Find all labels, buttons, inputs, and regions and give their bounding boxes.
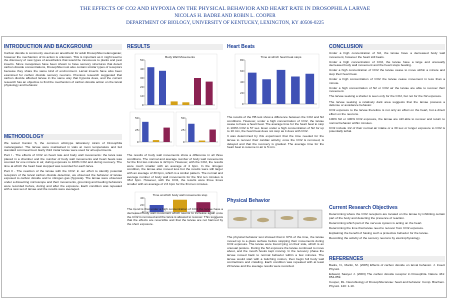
section-heading: METHODOLOGY — [4, 134, 122, 140]
list-item: Under a high concentration of CO2, the l… — [329, 59, 445, 68]
paragraph: It was determined by this experiment tha… — [227, 134, 324, 150]
list-item: Edward, Sawyer J. (2003) The carbon diox… — [329, 271, 445, 280]
behavior-photos — [227, 209, 323, 229]
authors: NICOLAS H. BADRE AND ROBIN L. COOPER — [174, 14, 276, 19]
section: REFERENCES Badre, N., Martin, M. (2005) E… — [329, 256, 445, 290]
section-heading: REFERENCES — [329, 256, 445, 262]
section: CONCLUSION Under a high concentration of … — [329, 44, 445, 135]
section: METHODOLOGY We tested Canton S, the commo… — [4, 134, 122, 193]
bar — [163, 127, 170, 142]
poster-title: THE EFFECTS OF CO2 AND HYPOXIA ON THE PH… — [79, 6, 371, 12]
list-item: Badre, N., Martin, M. (2005) Effects of … — [329, 263, 445, 271]
paragraph: We tested Canton S, the common wild-type… — [4, 141, 122, 153]
section: Physical Behavior The physical behavior t… — [227, 198, 324, 270]
chart-title: Time at which heart beat stops — [261, 55, 302, 59]
y-tick-label: 0 — [242, 102, 244, 106]
section: RESULTS The results of body wall movement… — [127, 44, 223, 228]
paragraph: Part II - The reaction of the larvae wit… — [4, 169, 122, 192]
bar — [305, 73, 315, 104]
list-item: The larvae seeking a shelter is seen onl… — [329, 94, 442, 99]
y-tick-label: 0 — [142, 103, 144, 107]
paragraph: Determining which part of the nervous sy… — [329, 220, 423, 225]
paragraph: Recording the activity of the sensory ne… — [329, 235, 421, 240]
y-tick-label: 50 — [135, 116, 139, 120]
bar — [173, 199, 187, 212]
bar — [149, 205, 164, 212]
y-tick-label: 60 — [240, 69, 244, 73]
y-tick-label: 0 — [137, 140, 139, 144]
bar — [209, 129, 216, 142]
y-tick-label: 10 — [140, 94, 144, 98]
y-tick-label: 25 — [135, 128, 139, 132]
list-item: Cooper, RL. Neurobiology of Drosophila l… — [329, 280, 445, 288]
section-heading: Physical Behavior — [227, 198, 271, 204]
y-tick-label: 50 — [181, 116, 185, 120]
section-heading: CONCLUSION — [329, 44, 445, 50]
bar — [142, 121, 149, 142]
list-item: CO2 include 1/2 of their normal air inta… — [329, 125, 445, 134]
bar — [276, 69, 286, 104]
list-item: Under a high concentration of CO2 the la… — [329, 77, 445, 85]
y-tick-label: 50 — [140, 58, 144, 62]
section-heading: Heart Beats — [227, 44, 255, 50]
bar — [262, 79, 271, 104]
paragraph: The trend is that under a high concentra… — [127, 207, 223, 226]
section-heading: INTRODUCTION AND BACKGROUND — [4, 44, 122, 50]
bar — [194, 78, 201, 105]
section: INTRODUCTION AND BACKGROUND Carbon dioxid… — [4, 44, 122, 89]
y-tick-label: 40 — [140, 196, 144, 200]
bar — [170, 101, 178, 105]
paragraph: The physical behavior test showed that i… — [227, 235, 324, 268]
y-tick-label: 25 — [181, 128, 185, 132]
y-tick-label: 0 — [183, 140, 185, 144]
section-heading: Current Research Objectives — [329, 205, 398, 211]
paragraph: Determining the time that larvae need to… — [329, 225, 424, 230]
affiliation: DEPARTMENT OF BIOLOGY, UNIVERSITY OF KEN… — [126, 21, 324, 26]
section-heading: RESULTS — [127, 44, 223, 50]
list-item: 100% N2 or 100% CO2 exposure, the larvae… — [329, 116, 445, 125]
paragraph: The results of the HB test show a differ… — [227, 115, 324, 134]
y-tick-label: 0 — [142, 210, 144, 214]
y-tick-label: 20 — [240, 91, 244, 95]
section: Heart Beats The results of the HB test sh… — [227, 44, 324, 151]
bar — [205, 81, 213, 105]
poster-frame — [1, 36, 447, 298]
bar — [291, 76, 300, 104]
paragraph: Carbon dioxide is commonly used as an an… — [4, 51, 122, 88]
list-item: The larvae seeking a relatively dark are… — [329, 99, 445, 108]
list-item: Under a high concentration of N2 or CO2 … — [329, 85, 445, 94]
y-tick-label: 30 — [140, 76, 144, 80]
bar — [182, 102, 190, 105]
y-tick-label: 80 — [240, 58, 244, 62]
list-item: Under a high concentration of CO2 the la… — [329, 68, 445, 76]
y-tick-label: 20 — [140, 85, 144, 89]
chart-title: Time at which body wall movements stop — [153, 193, 208, 197]
bar — [147, 67, 155, 105]
chart-title: Body Wall Movements — [165, 55, 195, 59]
bar — [247, 72, 257, 104]
paragraph: Explaining the benefit of having such a … — [329, 230, 429, 235]
bar — [188, 123, 195, 142]
paragraph: The results of body wall movements show … — [127, 153, 223, 186]
list-item: Under a high concentration of N2, the la… — [329, 51, 445, 59]
bar — [198, 140, 206, 142]
paragraph: Part I - The effects of CO2 on heart rat… — [4, 153, 122, 169]
bar — [196, 202, 211, 212]
section: Current Research Objectives Determining w… — [329, 205, 445, 242]
y-tick-label: 40 — [240, 80, 244, 84]
y-tick-label: 40 — [140, 67, 144, 71]
paragraph: Determining where the CO2 receptors are … — [329, 212, 445, 220]
y-tick-label: 20 — [140, 203, 144, 207]
bar — [159, 70, 166, 105]
list-item: CO2 exposure to the larvae therefore is … — [329, 108, 445, 116]
bar — [152, 140, 160, 142]
